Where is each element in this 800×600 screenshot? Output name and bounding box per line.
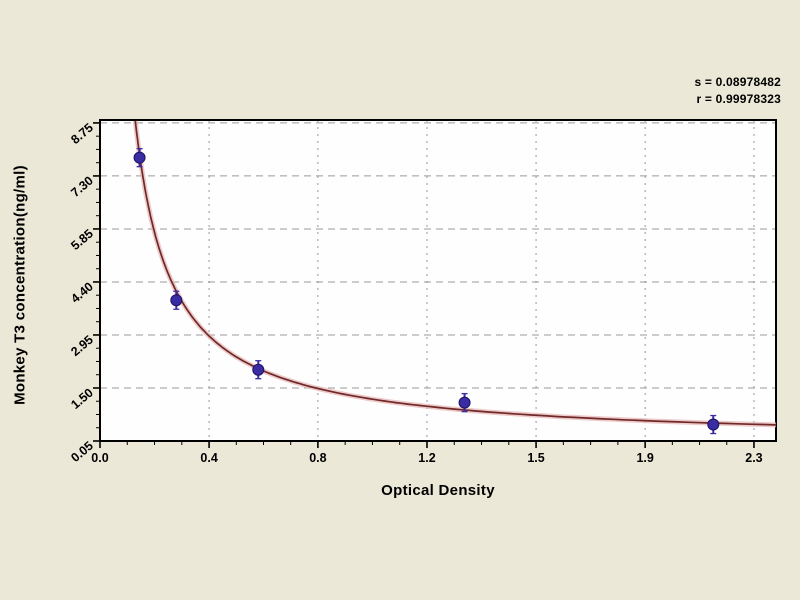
data-point [133,148,146,168]
svg-text:0.8: 0.8 [309,451,326,465]
svg-text:2.3: 2.3 [745,451,762,465]
axis-ticks [93,122,755,448]
x-tick-labels: 0.0 0.4 0.8 1.2 1.5 1.9 2.3 [91,451,762,465]
svg-text:1.50: 1.50 [68,386,96,412]
x-axis-title: Optical Density [381,482,495,499]
svg-text:1.5: 1.5 [527,451,544,465]
data-point [707,414,720,435]
data-point [458,392,471,413]
fit-stat-r: r = 0.99978323 [696,92,781,106]
svg-text:1.2: 1.2 [418,451,435,465]
data-points [133,148,720,435]
gridlines [100,120,776,441]
fit-statistics: s = 0.08978482 r = 0.99978323 [694,74,781,108]
data-point [252,360,265,380]
svg-text:0.0: 0.0 [91,451,108,465]
svg-text:5.85: 5.85 [68,227,96,253]
svg-text:4.40: 4.40 [68,280,96,306]
fit-stat-s: s = 0.08978482 [694,75,781,89]
plot-area [100,120,776,441]
plot-frame [99,119,777,442]
y-tick-labels: 0.051.502.954.405.857.308.75 [68,120,96,464]
svg-text:7.30: 7.30 [68,173,96,199]
data-point [170,290,183,310]
svg-text:8.75: 8.75 [68,120,96,146]
svg-text:1.9: 1.9 [636,451,653,465]
svg-text:0.4: 0.4 [200,451,217,465]
svg-text:2.95: 2.95 [68,333,96,359]
